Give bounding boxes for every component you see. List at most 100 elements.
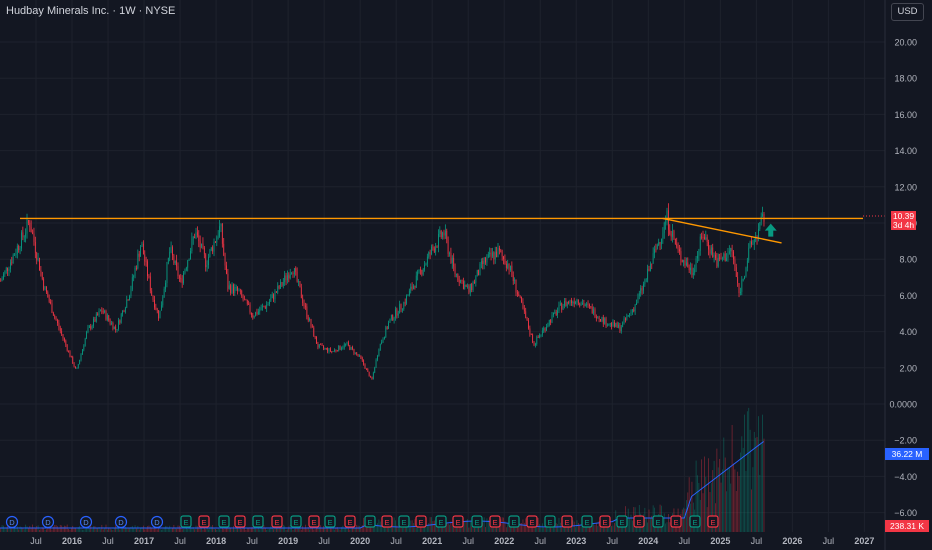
candle-body: [715, 254, 716, 259]
trend-line[interactable]: [662, 217, 782, 244]
candle-body: [619, 324, 621, 332]
earnings-marker[interactable]: E: [508, 515, 520, 528]
volume-bar: [274, 525, 276, 532]
volume-bar: [515, 527, 517, 532]
earnings-marker[interactable]: E: [415, 515, 427, 528]
earnings-marker[interactable]: E: [218, 515, 230, 528]
earnings-marker[interactable]: E: [364, 515, 376, 528]
earnings-marker[interactable]: E: [252, 515, 264, 528]
volume-bar: [288, 526, 290, 532]
candle-body: [295, 268, 297, 272]
earnings-marker[interactable]: E: [290, 515, 302, 528]
dividend-marker[interactable]: D: [41, 515, 55, 529]
up-arrow-icon[interactable]: [764, 223, 777, 237]
volume-bar: [300, 529, 302, 532]
volume-bar: [436, 523, 438, 532]
x-tick-label: 2018: [206, 536, 226, 546]
dividend-marker[interactable]: D: [5, 515, 19, 529]
candle-body: [142, 243, 144, 255]
earnings-marker[interactable]: E: [398, 515, 410, 528]
svg-text:E: E: [221, 518, 226, 527]
volume-bar: [616, 523, 618, 532]
candle-body: [435, 246, 437, 253]
earnings-marker[interactable]: E: [381, 515, 393, 528]
earnings-marker[interactable]: E: [707, 515, 719, 528]
candle-body: [625, 318, 626, 320]
volume-bar: [5, 527, 7, 532]
earnings-marker[interactable]: E: [324, 515, 336, 528]
volume-bar: [712, 470, 714, 532]
candle-body: [576, 299, 578, 303]
volume-bar: [192, 527, 194, 532]
earnings-marker[interactable]: E: [581, 515, 593, 528]
candle-body: [557, 310, 558, 316]
volume-bar: [497, 524, 499, 532]
dividend-marker[interactable]: D: [114, 515, 128, 529]
candle-body: [406, 295, 407, 304]
earnings-marker[interactable]: E: [308, 515, 320, 528]
volume-bar: [582, 524, 583, 532]
volume-bar: [613, 522, 615, 532]
price-axis[interactable]: 20.0018.0016.0014.0012.0010.008.006.004.…: [884, 0, 917, 550]
volume-bar: [206, 525, 208, 532]
earnings-marker[interactable]: E: [561, 515, 573, 528]
dividend-marker[interactable]: D: [150, 515, 164, 529]
candle-body: [84, 338, 86, 346]
earnings-marker[interactable]: E: [344, 515, 356, 528]
candle-body: [633, 309, 635, 312]
candle-body: [183, 273, 184, 284]
earnings-marker[interactable]: E: [198, 515, 210, 528]
earnings-marker[interactable]: E: [435, 515, 447, 528]
volume-bar: [420, 524, 421, 532]
candle-body: [490, 252, 492, 257]
candle-body: [64, 338, 65, 341]
earnings-marker[interactable]: E: [471, 515, 483, 528]
earnings-marker[interactable]: E: [234, 515, 246, 528]
volume-bar: [260, 525, 262, 532]
volume-bar: [15, 528, 17, 532]
candle-body: [278, 286, 280, 289]
volume-bar: [64, 525, 65, 532]
svg-text:E: E: [418, 518, 423, 527]
x-tick-label: Jul: [607, 536, 619, 546]
time-axis[interactable]: Jul 2016 Jul 2017 Jul 2018 Jul 2019 Jul 2020 Jul 20…: [30, 536, 874, 546]
candle-body: [573, 301, 575, 304]
candle-body: [622, 322, 624, 328]
dividend-marker[interactable]: D: [79, 515, 93, 529]
candle-body: [433, 248, 435, 253]
chart-title: Hudbay Minerals Inc. · 1W · NYSE: [6, 5, 176, 17]
earnings-marker[interactable]: E: [271, 515, 283, 528]
candle-body: [36, 252, 38, 261]
candle-body: [343, 344, 345, 348]
candle-body: [600, 318, 601, 322]
candle-body: [318, 344, 320, 348]
volume-bar: [84, 528, 86, 532]
candle-body: [55, 317, 57, 321]
earnings-marker[interactable]: E: [544, 515, 556, 528]
earnings-marker[interactable]: E: [633, 515, 645, 528]
earnings-marker[interactable]: E: [452, 515, 464, 528]
volume-bar: [510, 525, 511, 532]
volume-bar: [249, 527, 251, 532]
volume-bar: [541, 523, 543, 532]
volume-bar: [115, 525, 117, 532]
candle-body: [242, 296, 244, 300]
volume-bar: [733, 463, 734, 532]
candle-body: [190, 251, 191, 260]
volume-bar: [479, 527, 481, 532]
volume-bar: [41, 527, 43, 532]
earnings-marker[interactable]: E: [689, 515, 701, 528]
currency-button[interactable]: USD: [891, 3, 924, 21]
candle-body: [52, 312, 54, 316]
earnings-marker[interactable]: E: [652, 515, 664, 528]
volume-bar: [52, 526, 54, 532]
earnings-marker[interactable]: E: [489, 515, 501, 528]
candle-body: [195, 232, 197, 238]
y-tick-label: 20.00: [894, 38, 917, 48]
earnings-marker[interactable]: E: [670, 515, 682, 528]
earnings-marker[interactable]: E: [616, 515, 628, 528]
earnings-marker[interactable]: E: [526, 515, 538, 528]
earnings-marker[interactable]: E: [180, 515, 192, 528]
earnings-marker[interactable]: E: [599, 515, 611, 528]
